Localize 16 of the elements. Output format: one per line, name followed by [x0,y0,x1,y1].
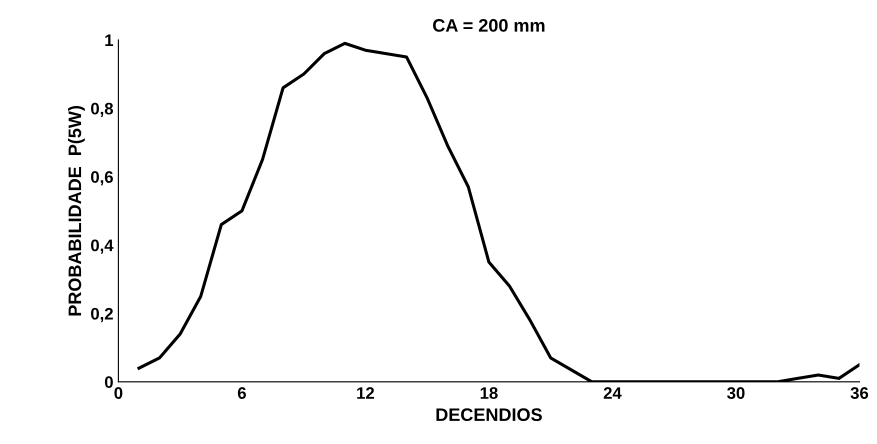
y-tick-label: 0,6 [91,171,113,186]
x-tick-label: 0 [114,387,122,399]
x-tick-label: 24 [604,387,622,399]
y-tick-label: 0,8 [91,102,114,117]
x-tick-label: 30 [727,387,745,399]
y-tick-label: 0,2 [91,308,113,322]
x-tick-label: 12 [357,387,374,399]
y-axis-title: PROBABILIDADE P(5W) [68,106,85,316]
x-tick-label: 6 [238,387,246,399]
y-tick-label: 0 [104,376,113,388]
y-tick-label: 0,4 [91,239,114,254]
y-tick-label: 1 [105,34,114,46]
chart-title: CA = 200 mm [433,19,544,32]
x-axis-title: DECENDIOS [436,408,542,422]
x-tick-label: 36 [850,387,868,399]
x-tick-label: 18 [480,387,498,399]
